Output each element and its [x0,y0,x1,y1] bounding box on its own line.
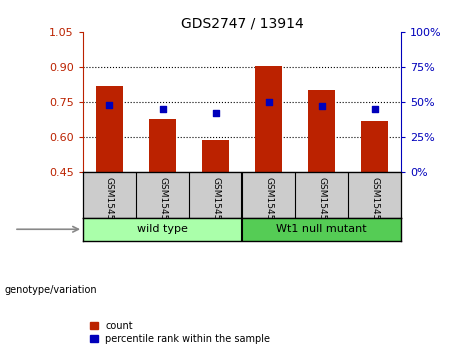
Text: GSM154567: GSM154567 [317,177,326,232]
Bar [96,86,123,172]
Text: wild type: wild type [137,224,188,234]
Legend: count, percentile rank within the sample: count, percentile rank within the sample [88,319,272,346]
Bar [242,218,401,241]
Point [212,110,219,116]
Point [371,106,378,112]
Text: GSM154566: GSM154566 [264,177,273,232]
Text: Wt1 null mutant: Wt1 null mutant [276,224,367,234]
Point [265,99,272,105]
Bar [83,218,242,241]
Bar [308,90,335,172]
Bar [361,121,388,172]
Bar [255,66,282,172]
Text: GSM154568: GSM154568 [370,177,379,232]
Bar [149,119,176,172]
Point [159,106,166,112]
Bar [202,141,229,172]
Text: GSM154563: GSM154563 [105,177,114,232]
Text: GSM154565: GSM154565 [211,177,220,232]
Text: GSM154564: GSM154564 [158,177,167,232]
Point [106,102,113,108]
Point [318,103,325,109]
Text: genotype/variation: genotype/variation [5,285,97,295]
Title: GDS2747 / 13914: GDS2747 / 13914 [181,17,303,31]
